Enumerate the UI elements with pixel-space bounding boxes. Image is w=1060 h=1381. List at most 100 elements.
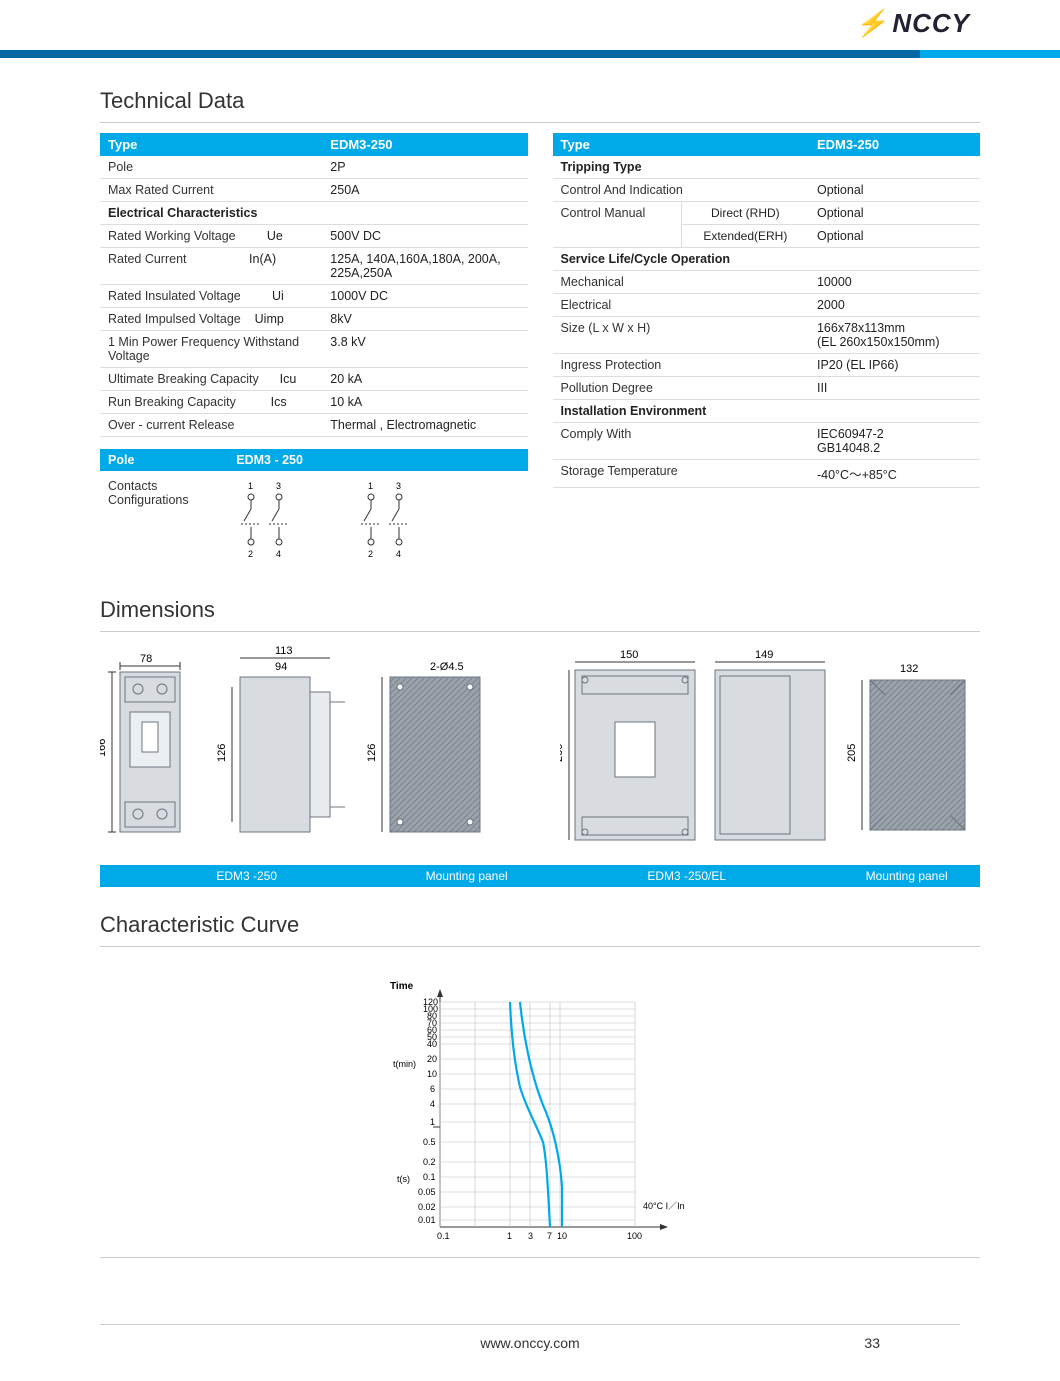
divider [100,122,980,123]
footer: www.onccy.com 33 [100,1324,960,1351]
svg-text:1: 1 [248,481,253,491]
section-title-curve: Characteristic Curve [100,912,980,938]
td-label: Rated Current In(A) [100,248,322,285]
svg-text:3: 3 [396,481,401,491]
td-val: 500V DC [322,225,527,248]
svg-text:20: 20 [427,1054,437,1064]
svg-text:1: 1 [430,1117,435,1127]
bolt-icon: ⚡ [854,8,893,39]
svg-text:7: 7 [547,1231,552,1241]
td-label: Storage Temperature [553,460,809,488]
svg-text:2: 2 [248,549,253,559]
divider [100,631,980,632]
section-label: Tripping Type [553,156,981,179]
svg-text:3: 3 [528,1231,533,1241]
dim-label-bar: EDM3 -250 Mounting panel EDM3 -250/EL Mo… [100,865,980,887]
td-label: Ingress Protection [553,354,809,377]
svg-text:t(min): t(min) [393,1059,416,1069]
svg-text:2-Ø4.5: 2-Ø4.5 [430,661,464,673]
td-label: 1 Min Power Frequency Withstand Voltage [100,331,322,368]
svg-text:260: 260 [560,744,565,762]
td-label: Pollution Degree [553,377,809,400]
dimensions-row: 78 166 113 94 [100,642,980,855]
svg-text:205: 205 [846,744,858,762]
td-val: 2000 [809,294,980,317]
th-pole-model: EDM3 - 250 [228,449,527,471]
svg-text:3: 3 [276,481,281,491]
contacts-diagram: 1 3 2 4 [228,471,527,567]
td-sub: Direct (RHD) [681,202,809,225]
svg-text:40°C I／In: 40°C I／In [643,1201,685,1211]
dim-bar-3: EDM3 -250/EL [540,865,833,887]
td-val: IP20 (EL IP66) [809,354,980,377]
tech-table-left: Type EDM3-250 Pole2P Max Rated Current25… [100,133,528,437]
td-label: Rated Impulsed Voltage Uimp [100,308,322,331]
section-label: Installation Environment [553,400,981,423]
td-label: Electrical [553,294,809,317]
section-label: Electrical Characteristics [100,202,528,225]
tech-table-right: Type EDM3-250 Tripping Type Control And … [553,133,981,488]
divider [100,946,980,947]
svg-text:78: 78 [140,653,152,665]
td-val: 250A [322,179,527,202]
td-val: 2P [322,156,527,179]
dim-bar-2: Mounting panel [393,865,540,887]
td-label: Over - current Release [100,414,322,437]
dim-bar-4: Mounting panel [833,865,980,887]
td-val: IEC60947-2 GB14048.2 [809,423,980,460]
brand-name: NCCY [892,8,970,38]
td-label: Pole [100,156,322,179]
td-val: III [809,377,980,400]
svg-text:0.1: 0.1 [437,1231,450,1241]
svg-text:150: 150 [620,649,638,661]
svg-text:0.05: 0.05 [418,1187,436,1197]
section-title-tech: Technical Data [100,88,980,114]
td-val: Optional [809,202,980,225]
svg-text:94: 94 [275,661,287,673]
dim-drawing-right: 150 260 149 132 4 [560,642,980,852]
svg-text:0.2: 0.2 [423,1157,436,1167]
svg-text:6: 6 [430,1084,435,1094]
brand-logo: ⚡NCCY [857,8,970,39]
section-title-dims: Dimensions [100,597,980,623]
td-label: Comply With [553,423,809,460]
svg-text:10: 10 [427,1069,437,1079]
curve-chart: Time 1201008070605040 2010641 t(min) 0.5… [100,957,980,1257]
td-val: 10000 [809,271,980,294]
td-label: Ultimate Breaking Capacity Icu [100,368,322,391]
td-label: Control Manual [553,202,682,248]
svg-text:132: 132 [900,663,918,675]
svg-text:126: 126 [366,744,378,762]
td-val: 10 kA [322,391,527,414]
divider [100,1257,980,1258]
th-pole: Pole [100,449,228,471]
td-val: 1000V DC [322,285,527,308]
td-val: 8kV [322,308,527,331]
td-val: Thermal , Electromagnetic [322,414,527,437]
svg-text:4: 4 [396,549,401,559]
td-label: Max Rated Current [100,179,322,202]
svg-text:t(s): t(s) [397,1174,410,1184]
svg-text:166: 166 [100,739,108,757]
td-val: 125A, 140A,160A,180A, 200A, 225A,250A [322,248,527,285]
td-val: -40°C～+85°C [809,460,980,488]
td-val: Optional [809,179,980,202]
brand-bar: ⚡NCCY [0,0,1060,50]
td-label: Rated Working Voltage Ue [100,225,322,248]
svg-text:149: 149 [755,649,773,661]
section-label: Service Life/Cycle Operation [553,248,981,271]
td-label: Run Breaking Capacity Ics [100,391,322,414]
svg-text:113: 113 [275,645,293,657]
td-label: Size (L x W x H) [553,317,809,354]
svg-text:40: 40 [427,1039,437,1049]
page-number: 33 [864,1335,880,1351]
svg-text:126: 126 [216,744,228,762]
th-type: Type [100,133,322,156]
td-val: 166x78x113mm (EL 260x150x150mm) [809,317,980,354]
td-val: 3.8 kV [322,331,527,368]
footer-url: www.onccy.com [100,1335,960,1351]
svg-text:0.01: 0.01 [418,1215,436,1225]
svg-text:100: 100 [627,1231,642,1241]
pole-row-label: Contacts Configurations [100,471,228,567]
dim-bar-1: EDM3 -250 [100,865,393,887]
